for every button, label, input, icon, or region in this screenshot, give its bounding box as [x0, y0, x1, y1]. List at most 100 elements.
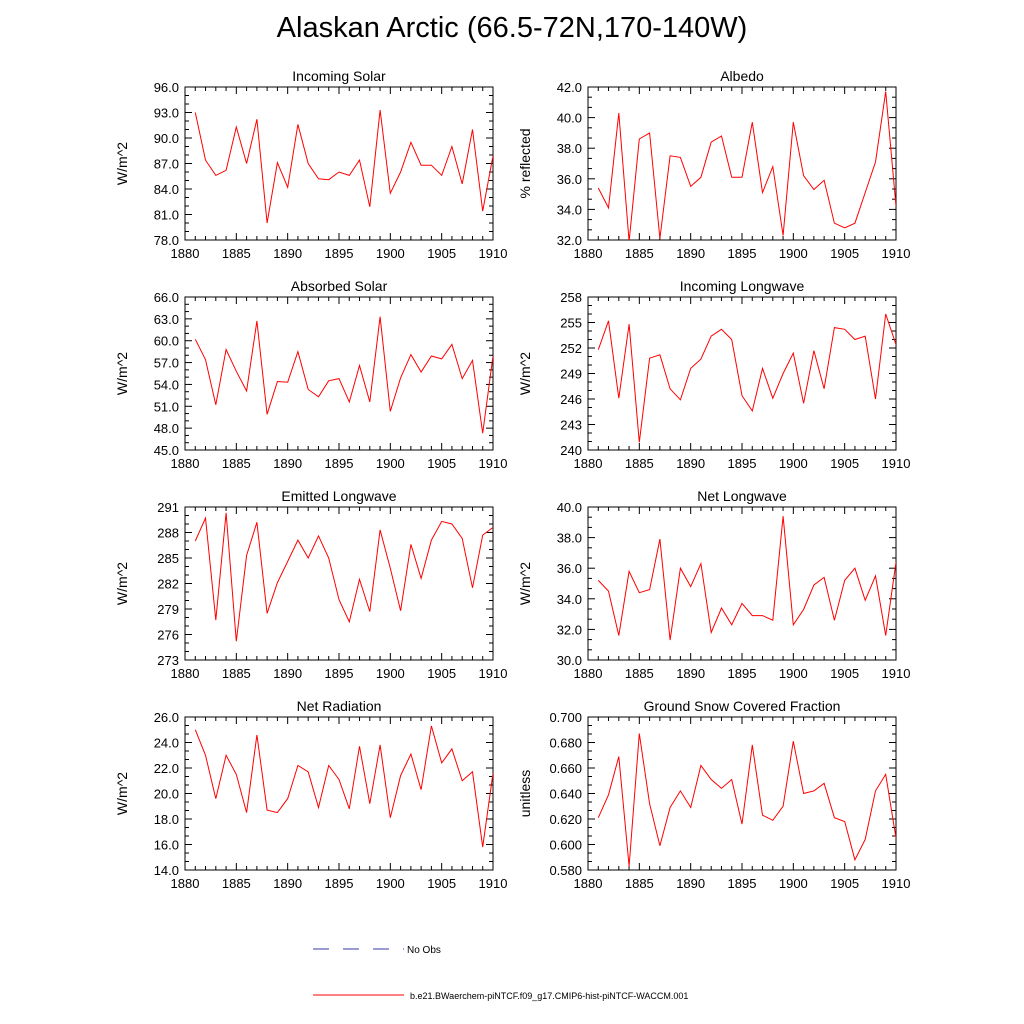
y-tick-label: 282 [157, 577, 179, 592]
x-tick-label: 1905 [830, 246, 859, 261]
plot-frame [184, 716, 494, 871]
y-tick-label: 252 [560, 341, 582, 356]
chart-panel: Emitted Longwave W/m^2 1880 1885 1890 1895 190… [114, 488, 507, 681]
legend-obs-label: No Obs [407, 945, 441, 956]
y-tick-label: 0.620 [549, 812, 582, 827]
y-tick-label: 291 [157, 500, 179, 515]
y-tick-label: 34.0 [557, 592, 582, 607]
x-tick-label: 1910 [479, 666, 508, 681]
y-axis-label: W/m^2 [517, 562, 533, 605]
x-tick-label: 1905 [830, 666, 859, 681]
y-tick-label: 0.640 [549, 787, 582, 802]
plot-frame [184, 86, 494, 241]
x-tick-label: 1890 [676, 666, 705, 681]
x-tick-label: 1885 [625, 876, 654, 891]
x-tick-label: 1885 [625, 456, 654, 471]
y-axis-label: % reflected [517, 128, 533, 198]
y-tick-label: 78.0 [154, 233, 179, 248]
y-tick-label: 0.660 [549, 761, 582, 776]
series-line [194, 725, 493, 848]
y-tick-label: 279 [157, 602, 179, 617]
x-tick-label: 1880 [171, 246, 200, 261]
y-tick-label: 276 [157, 628, 179, 643]
panel-title: Emitted Longwave [281, 488, 396, 504]
y-tick-label: 40.0 [557, 500, 582, 515]
y-tick-label: 249 [560, 367, 582, 382]
y-tick-label: 81.0 [154, 208, 179, 223]
x-tick-label: 1910 [882, 246, 911, 261]
x-tick-label: 1910 [882, 666, 911, 681]
x-tick-label: 1885 [625, 666, 654, 681]
plot-frame [587, 506, 897, 661]
x-tick-label: 1885 [222, 456, 251, 471]
x-tick-label: 1900 [779, 666, 808, 681]
y-tick-label: 87.0 [154, 157, 179, 172]
x-tick-label: 1895 [325, 246, 354, 261]
x-tick-label: 1895 [325, 876, 354, 891]
x-tick-label: 1890 [273, 876, 302, 891]
series-line [194, 512, 493, 642]
x-tick-label: 1910 [479, 876, 508, 891]
plot-frame [587, 296, 897, 451]
y-tick-label: 51.0 [154, 399, 179, 414]
x-tick-label: 1890 [273, 666, 302, 681]
y-tick-label: 24.0 [154, 736, 179, 751]
y-axis-label: W/m^2 [114, 562, 130, 605]
x-tick-label: 1900 [779, 456, 808, 471]
series-line [597, 733, 896, 867]
x-tick-label: 1900 [779, 876, 808, 891]
x-tick-label: 1910 [882, 456, 911, 471]
x-tick-label: 1890 [676, 876, 705, 891]
x-tick-label: 1885 [222, 876, 251, 891]
y-tick-label: 90.0 [154, 131, 179, 146]
y-tick-label: 258 [560, 290, 582, 305]
y-tick-label: 22.0 [154, 761, 179, 776]
x-tick-label: 1880 [574, 456, 603, 471]
y-tick-label: 30.0 [557, 653, 582, 668]
y-tick-label: 96.0 [154, 80, 179, 95]
y-tick-label: 14.0 [154, 863, 179, 878]
y-tick-label: 36.0 [557, 172, 582, 187]
chart-panel: Net Radiation W/m^2 1880 1885 1890 1895 1900 19… [114, 698, 507, 891]
y-axis-label: W/m^2 [517, 352, 533, 395]
y-tick-label: 38.0 [557, 141, 582, 156]
y-tick-label: 93.0 [154, 106, 179, 121]
series-line [597, 91, 896, 240]
y-tick-label: 66.0 [154, 290, 179, 305]
series-line [194, 316, 493, 434]
chart-panel: Albedo % reflected 1880 1885 1890 1895 1900 190… [517, 68, 910, 261]
y-tick-label: 42.0 [557, 80, 582, 95]
y-tick-label: 60.0 [154, 334, 179, 349]
x-tick-label: 1910 [882, 876, 911, 891]
x-tick-label: 1880 [171, 456, 200, 471]
y-tick-label: 57.0 [154, 356, 179, 371]
x-tick-label: 1885 [222, 246, 251, 261]
y-tick-label: 48.0 [154, 421, 179, 436]
panel-title: Net Radiation [297, 698, 382, 714]
y-tick-label: 273 [157, 653, 179, 668]
figure-title: Alaskan Arctic (66.5-72N,170-140W) [276, 12, 748, 44]
x-tick-label: 1905 [427, 876, 456, 891]
x-tick-label: 1895 [325, 666, 354, 681]
x-tick-label: 1880 [171, 666, 200, 681]
x-tick-label: 1895 [728, 456, 757, 471]
y-tick-label: 0.580 [549, 863, 582, 878]
y-tick-label: 32.0 [557, 622, 582, 637]
x-tick-label: 1910 [479, 456, 508, 471]
x-tick-label: 1905 [427, 456, 456, 471]
y-tick-label: 243 [560, 418, 582, 433]
y-tick-label: 63.0 [154, 312, 179, 327]
y-tick-label: 20.0 [154, 787, 179, 802]
y-tick-label: 288 [157, 526, 179, 541]
y-tick-label: 0.680 [549, 736, 582, 751]
panel-title: Absorbed Solar [291, 278, 388, 294]
series-line [597, 313, 896, 443]
x-tick-label: 1895 [728, 876, 757, 891]
y-tick-label: 45.0 [154, 443, 179, 458]
x-tick-label: 1880 [574, 666, 603, 681]
panels-group: Incoming Solar W/m^2 1880 1885 1890 1895 1900 1… [114, 68, 910, 891]
y-tick-label: 84.0 [154, 182, 179, 197]
x-tick-label: 1895 [728, 246, 757, 261]
legend: No Obs b.e21.BWaerchem-piNTCF.f09_g17.CM… [313, 945, 688, 1001]
